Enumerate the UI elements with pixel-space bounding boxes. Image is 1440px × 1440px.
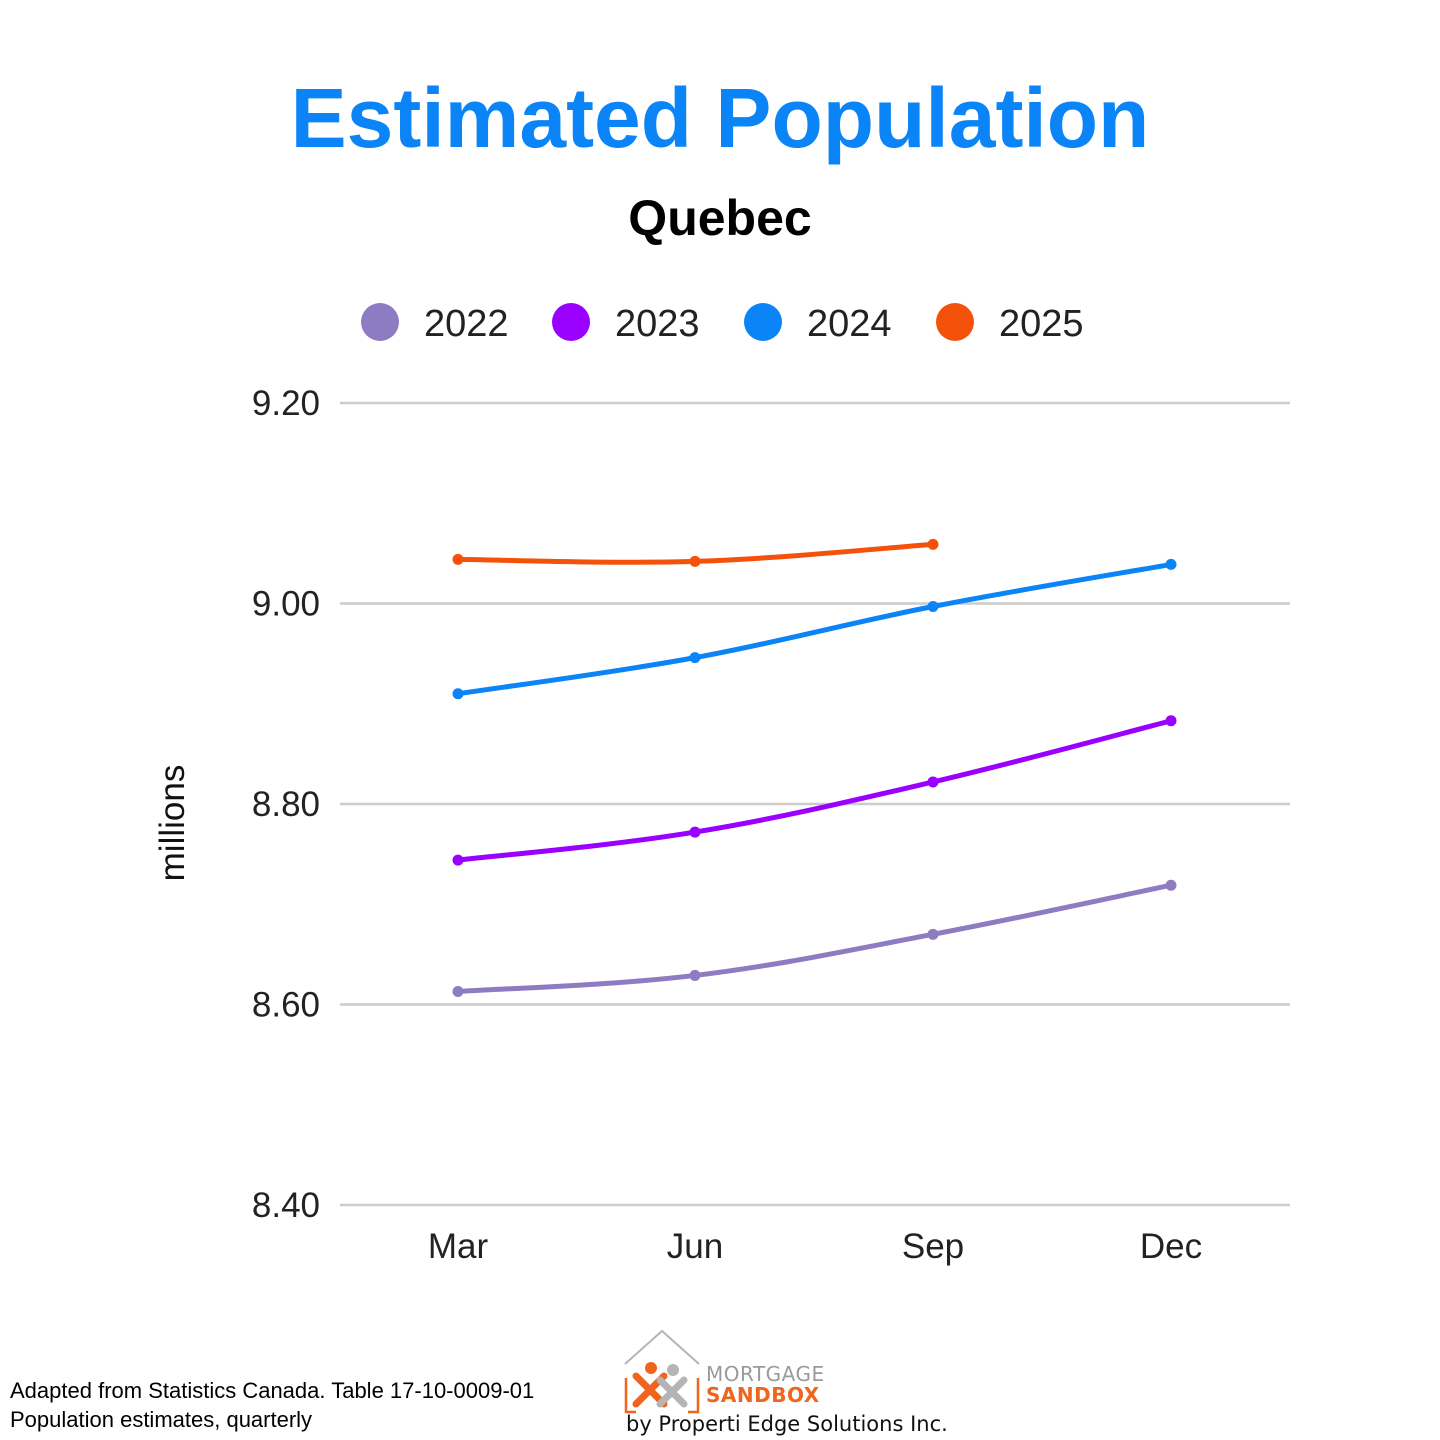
data-point <box>689 652 701 664</box>
data-point <box>452 985 464 997</box>
data-point <box>452 854 464 866</box>
legend-marker <box>552 303 590 341</box>
series-line-2024 <box>455 561 1174 697</box>
y-tick-label: 9.00 <box>252 585 320 624</box>
brand-logo: MORTGAGE SANDBOX by Properti Edge Soluti… <box>622 1328 948 1440</box>
series-layer <box>452 538 1177 997</box>
legend: 2022 2023 2024 2025 <box>361 303 1084 345</box>
data-point <box>927 776 939 788</box>
legend-label: 2024 <box>807 303 892 345</box>
x-tick-label: Sep <box>902 1227 964 1266</box>
line-chart: 2022 2023 2024 2025 9.20 9.00 8.80 8.60 8.40 Ma… <box>153 303 1290 1266</box>
series-2023 <box>452 715 1177 866</box>
data-point <box>452 688 464 700</box>
legend-item-2024: 2024 <box>744 303 892 345</box>
data-point <box>1165 879 1177 891</box>
data-point <box>1165 715 1177 727</box>
y-tick-label: 9.20 <box>252 384 320 423</box>
chart-subtitle: Quebec <box>628 190 812 246</box>
source-line-2: Population estimates, quarterly <box>10 1407 313 1432</box>
data-point <box>689 555 701 567</box>
legend-label: 2025 <box>999 303 1084 345</box>
y-tick-label: 8.80 <box>252 785 320 824</box>
y-tick-label: 8.40 <box>252 1186 320 1225</box>
legend-item-2022: 2022 <box>361 303 509 345</box>
legend-item-2023: 2023 <box>552 303 700 345</box>
series-line-2022 <box>455 882 1174 994</box>
source-note: Adapted from Statistics Canada. Table 17… <box>10 1376 534 1434</box>
x-tick-label: Mar <box>428 1227 489 1266</box>
data-point <box>927 928 939 940</box>
data-point <box>1165 558 1177 570</box>
data-point <box>689 969 701 981</box>
data-point <box>689 826 701 838</box>
x-tick-label: Jun <box>667 1227 723 1266</box>
legend-marker <box>936 303 974 341</box>
series-2024 <box>452 558 1177 700</box>
data-point <box>927 601 939 613</box>
x-axis-ticks: Mar Jun Sep Dec <box>428 1227 1202 1266</box>
series-line-2023 <box>455 718 1174 863</box>
y-axis-title: millions <box>153 765 192 882</box>
data-point <box>452 553 464 565</box>
legend-marker <box>361 303 399 341</box>
house-logo-icon <box>624 1329 700 1414</box>
gridlines <box>340 401 1290 1207</box>
source-line-1: Adapted from Statistics Canada. Table 17… <box>10 1378 535 1403</box>
brand-byline: by Properti Edge Solutions Inc. <box>626 1412 948 1436</box>
y-tick-label: 8.60 <box>252 986 320 1025</box>
legend-label: 2022 <box>424 303 509 345</box>
legend-item-2025: 2025 <box>936 303 1084 345</box>
legend-label: 2023 <box>615 303 700 345</box>
brand-word-sandbox: SANDBOX <box>706 1383 820 1407</box>
legend-marker <box>744 303 782 341</box>
brand-word-mortgage: MORTGAGE <box>706 1362 825 1386</box>
chart-title: Estimated Population <box>290 71 1150 165</box>
series-2022 <box>452 879 1177 997</box>
data-point <box>927 538 939 550</box>
series-2025 <box>452 538 939 567</box>
y-axis-ticks: 9.20 9.00 8.80 8.60 8.40 <box>252 384 320 1225</box>
x-tick-label: Dec <box>1140 1227 1202 1266</box>
